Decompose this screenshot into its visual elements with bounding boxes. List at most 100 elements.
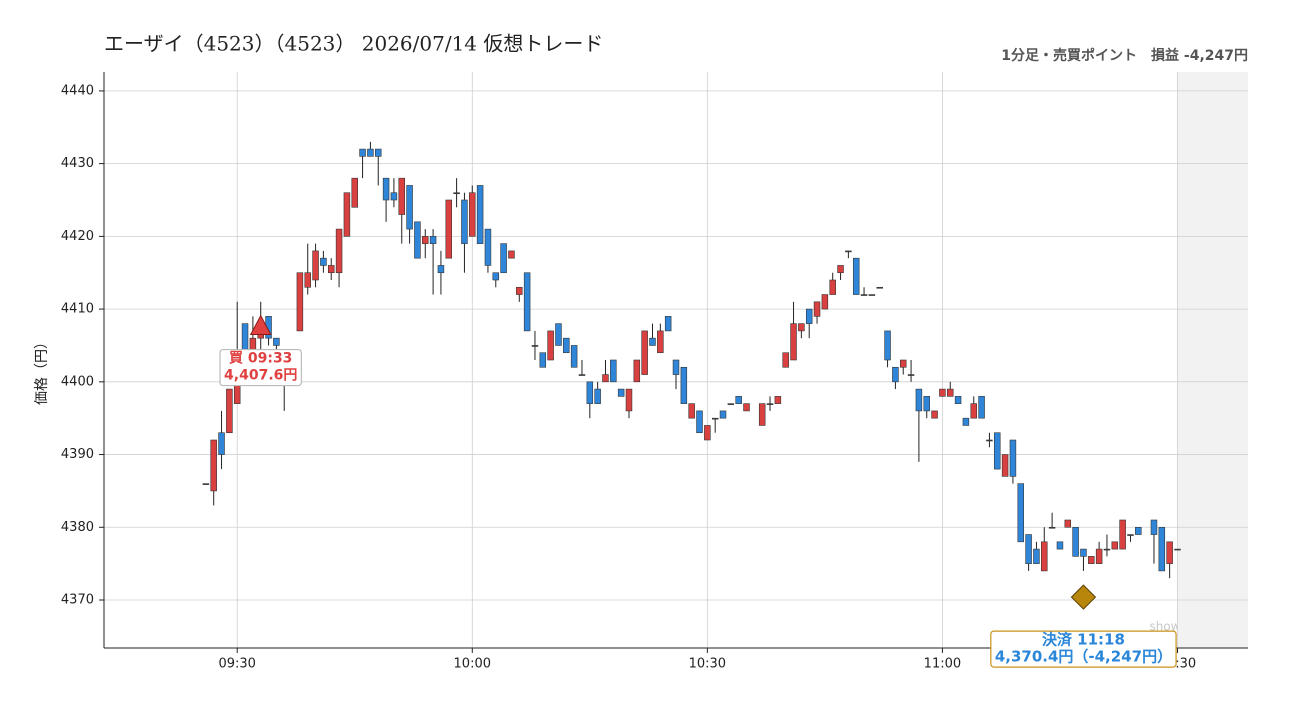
candle-body: [868, 294, 876, 296]
candle-body: [954, 396, 962, 404]
candle-body: [970, 403, 977, 419]
candle-body: [563, 337, 570, 354]
candle-body: [962, 417, 970, 426]
candle-body: [273, 337, 280, 346]
candle-body: [382, 177, 390, 201]
candle-body: [1095, 548, 1103, 564]
trade-point: 買 09:334,407.6円: [219, 314, 302, 387]
candle-body: [696, 410, 703, 434]
candle-body: [1009, 439, 1017, 477]
candle-body: [1135, 526, 1142, 535]
candle-body: [531, 345, 539, 347]
chart-subtitle: 1分足・売買ポイント 損益 -4,247円: [1001, 47, 1248, 64]
candle-body: [594, 388, 601, 404]
candle-body: [672, 359, 680, 375]
candle-body: [1166, 541, 1173, 564]
candle-body: [758, 403, 766, 426]
candle-body: [610, 359, 617, 383]
candle-body: [500, 243, 507, 274]
after-hours-shade: [1177, 72, 1248, 648]
candle-body: [327, 265, 335, 274]
candle-body: [218, 432, 225, 455]
annotation-box: [990, 630, 1177, 668]
candle-body: [711, 417, 719, 420]
candle-body: [210, 439, 217, 492]
candle-body: [492, 272, 500, 281]
candle-body: [805, 308, 813, 324]
candle-body: [766, 403, 774, 405]
candle-body: [1174, 548, 1181, 551]
candle-body: [570, 345, 578, 368]
candle-body: [782, 352, 789, 368]
candle-body: [1056, 541, 1064, 550]
candle-body: [547, 330, 554, 361]
candle-body: [649, 337, 656, 346]
candle-body: [704, 425, 711, 441]
y-tick-label: 4370: [61, 593, 94, 608]
candle-body: [437, 265, 445, 274]
candle-body: [947, 388, 954, 397]
candle-body: [1017, 483, 1025, 543]
candle-body: [743, 403, 750, 412]
candle-body: [602, 374, 609, 383]
candle-body: [978, 396, 985, 419]
candle-body: [617, 388, 625, 397]
candle-body: [351, 177, 358, 208]
candle-body: [657, 330, 664, 354]
trade-point: 決済 11:184,370.4円（-4,247円）: [990, 584, 1177, 668]
candle-body: [633, 359, 641, 383]
candle-body: [508, 250, 515, 259]
x-tick-label: 11:00: [924, 657, 961, 672]
annotation-value: 4,407.6円: [224, 368, 297, 384]
candle-body: [296, 272, 304, 332]
candle-body: [994, 432, 1001, 470]
candle-body: [1088, 556, 1095, 564]
candle-body: [226, 388, 233, 434]
candle-body: [1119, 519, 1126, 550]
candle-body: [735, 396, 742, 404]
y-tick-label: 4390: [61, 447, 94, 462]
candle-body: [390, 192, 398, 201]
candle-body: [774, 396, 782, 404]
y-tick-label: 4410: [61, 302, 94, 317]
candle-body: [719, 410, 727, 419]
candle-body: [320, 257, 327, 266]
y-tick-label: 4380: [61, 520, 94, 535]
candle-body: [539, 352, 547, 368]
candle-body: [523, 272, 531, 332]
candle-body: [845, 250, 852, 253]
candle-body: [641, 330, 648, 375]
y-tick-label: 4400: [61, 374, 94, 389]
candle-body: [664, 316, 672, 332]
candle-body: [1111, 541, 1119, 550]
candle-body: [422, 236, 429, 244]
candle-body: [1001, 454, 1009, 477]
candle-body: [1080, 548, 1087, 557]
candle-body: [484, 228, 492, 266]
candle-body: [359, 148, 366, 157]
candle-body: [304, 272, 311, 288]
candle-body: [453, 192, 460, 195]
y-axis-label: 価格（円）: [34, 335, 50, 405]
candle-body: [516, 286, 523, 295]
candle-body: [852, 257, 860, 295]
x-tick-label: 10:30: [689, 657, 726, 672]
candle-body: [813, 301, 821, 317]
candle-body: [1150, 519, 1158, 535]
annotation-box: [219, 348, 302, 387]
candle-body: [469, 192, 476, 237]
x-tick-label: 09:30: [218, 657, 255, 672]
candle-body: [1158, 526, 1166, 572]
sell-marker: [1070, 584, 1097, 610]
candle-body: [790, 323, 797, 361]
candle-body: [798, 323, 805, 332]
candle-body: [461, 199, 468, 244]
candle-body: [837, 265, 844, 274]
candle-body: [915, 388, 923, 412]
candle-body: [931, 410, 938, 419]
candle-body: [1103, 548, 1111, 551]
candle-body: [907, 374, 915, 376]
candle-body: [1127, 534, 1134, 536]
candle-body: [398, 177, 405, 215]
